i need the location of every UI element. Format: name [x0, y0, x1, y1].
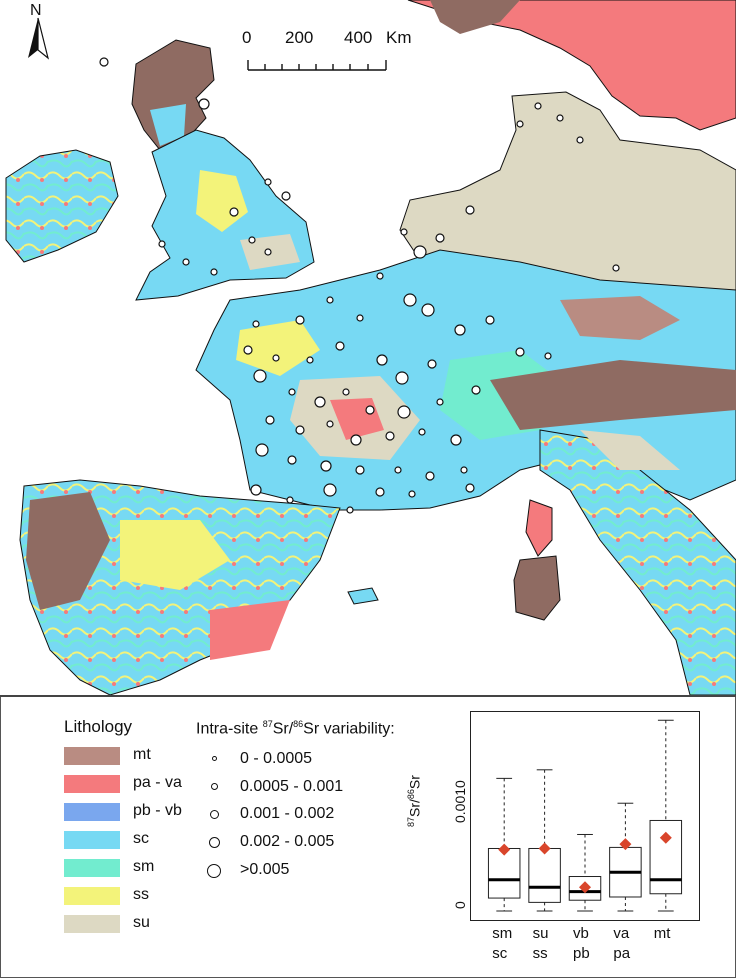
size-symbol-4	[209, 837, 220, 848]
mean-marker-2	[579, 881, 591, 894]
corsica	[525, 499, 553, 557]
scandinavia-mountains	[430, 0, 520, 34]
boxplot-svg	[470, 711, 700, 921]
lithology-swatch-3	[64, 831, 120, 849]
lithology-label-0: mt	[133, 746, 151, 763]
ytick-label-0: 0	[452, 901, 468, 909]
lithology-map-canvas	[5, 0, 736, 695]
geology-map: N 0 200 400 Km	[5, 0, 736, 695]
size-class-2: 0.0005 - 0.001	[240, 778, 344, 795]
x-category-bottom-0: sc	[492, 945, 508, 962]
panel-divider	[0, 695, 736, 697]
box-0	[487, 847, 521, 899]
lithology-label-1: pa - va	[133, 774, 182, 791]
lithology-swatch-5	[64, 887, 120, 905]
size-class-5: >0.005	[240, 861, 290, 878]
x-category-bottom-1: ss	[532, 945, 548, 962]
x-category-top-4: mt	[653, 925, 671, 942]
size-symbol-1	[212, 756, 217, 761]
x-category-bottom-2: pb	[573, 945, 590, 962]
ireland-landmass	[5, 149, 119, 263]
scandinavia-landmass	[407, 0, 736, 131]
site-markers	[99, 57, 620, 514]
size-symbol-3	[210, 810, 219, 819]
size-symbol-2	[211, 783, 218, 790]
lithology-label-3: sc	[133, 830, 149, 847]
mean-marker-3	[619, 838, 632, 851]
x-category-top-1: su	[532, 925, 549, 942]
lithology-swatch-0	[64, 747, 120, 765]
lithology-swatch-4	[64, 859, 120, 877]
size-class-1: 0 - 0.0005	[240, 750, 313, 767]
boxplot-ylabel: 87Sr/86Sr	[406, 775, 423, 827]
balearic-islands	[347, 587, 379, 605]
variability-title: Intra-site 87Sr/86Sr variability:	[196, 719, 395, 738]
scale-tick-400: 400	[344, 28, 373, 47]
size-symbol-5	[207, 864, 221, 878]
north-arrow-label: N	[30, 2, 42, 19]
lithology-label-4: sm	[133, 858, 155, 875]
scale-tick-200: 200	[285, 28, 314, 47]
x-category-bottom-3: pa	[613, 945, 631, 962]
mean-marker-4	[659, 831, 672, 844]
scotland-landmass	[131, 39, 215, 151]
lithology-label-2: pb - vb	[133, 802, 182, 819]
box-4	[649, 819, 683, 895]
mean-marker-1	[538, 842, 551, 855]
mean-marker-0	[498, 843, 511, 856]
x-category-top-0: sm	[492, 925, 513, 942]
lithology-swatch-6	[64, 915, 120, 933]
north-arrow-icon	[28, 17, 50, 60]
scale-bar-graphic	[247, 60, 387, 71]
scale-tick-0: 0	[242, 28, 252, 47]
sardinia	[513, 555, 561, 621]
legend-panel: Lithology mt pa - va pb - vb sc sm ss su Intra…	[0, 697, 736, 978]
lithology-title: Lithology	[64, 717, 133, 736]
x-category-top-2: vb	[573, 925, 589, 942]
lithology-label-5: ss	[133, 886, 149, 903]
box-1	[528, 847, 561, 903]
ytick-label-1: 0.0010	[452, 780, 468, 823]
x-category-top-3: va	[613, 925, 630, 942]
plot-border	[470, 711, 700, 921]
lithology-label-6: su	[133, 914, 150, 931]
lithology-swatch-2	[64, 803, 120, 821]
size-class-3: 0.001 - 0.002	[240, 805, 335, 822]
size-class-4: 0.002 - 0.005	[240, 833, 335, 850]
scale-unit: Km	[386, 28, 412, 47]
lithology-swatch-1	[64, 775, 120, 793]
